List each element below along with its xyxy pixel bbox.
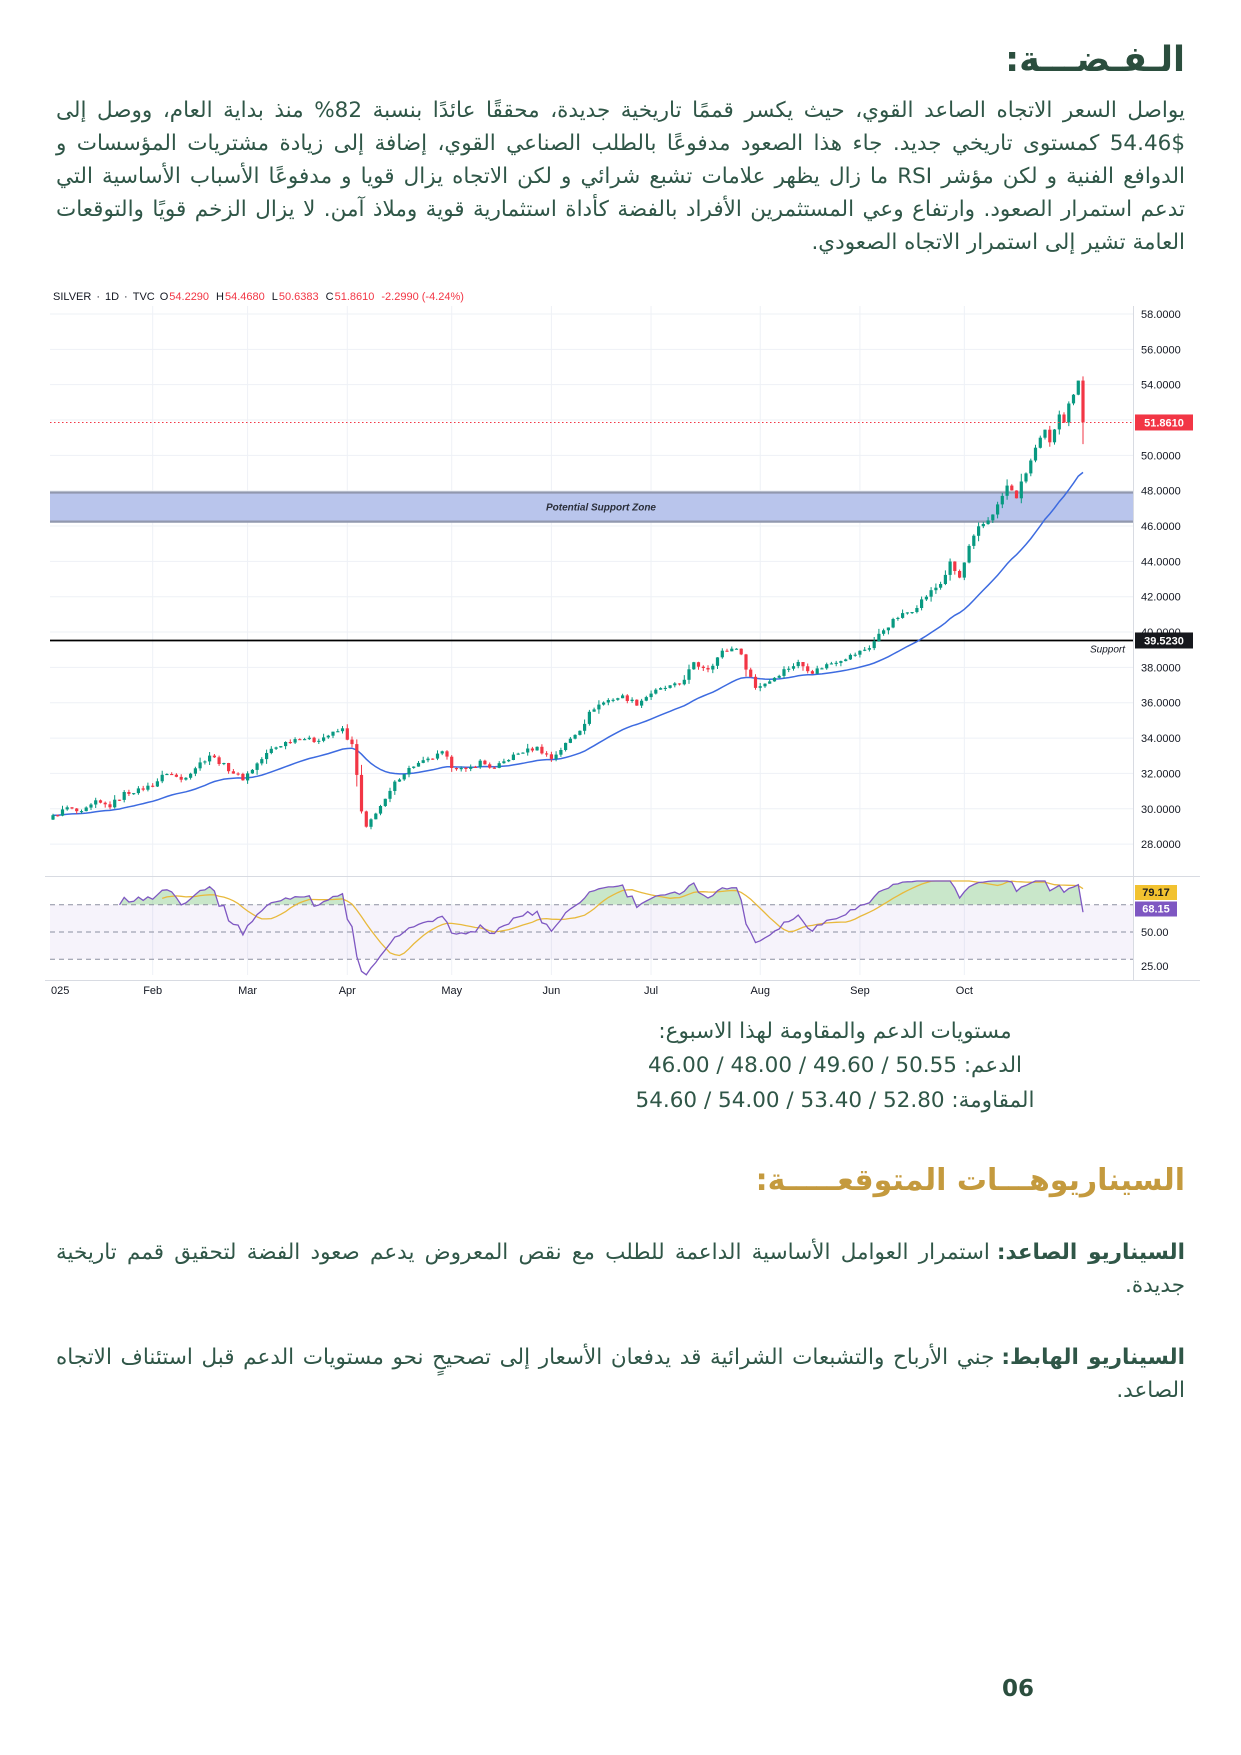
bearish-scenario: السيناريو الهابط:جني الأرباح والتشبعات ا…	[56, 1341, 1185, 1408]
open-label: O	[159, 290, 169, 303]
price-tick: 38.0000	[1141, 662, 1181, 674]
ma-line	[53, 471, 1084, 816]
price-tick: 48.0000	[1141, 485, 1181, 497]
rsi-tick: 25.00	[1141, 961, 1169, 973]
time-tick: Jul	[644, 985, 658, 997]
price-tick: 54.0000	[1141, 379, 1181, 391]
time-tick: Aug	[750, 985, 770, 997]
exchange-label: TVC	[132, 290, 155, 303]
price-chart: Potential Support Zone Support 58.0000 56.0…	[45, 288, 1203, 1003]
rsi-ma-line	[162, 879, 1084, 956]
low-label: L	[271, 290, 278, 303]
price-tick: 36.0000	[1141, 697, 1181, 709]
close-label: C	[325, 290, 334, 303]
time-tick: Feb	[143, 985, 162, 997]
zone-label: Potential Support Zone	[546, 502, 656, 513]
support-badge	[1135, 632, 1193, 649]
time-tick: May	[441, 985, 462, 997]
price-tick: 44.0000	[1141, 556, 1181, 568]
rsi-tick: 50.00	[1141, 927, 1169, 939]
price-tick: 50.0000	[1141, 450, 1181, 462]
svg-text:39.5230: 39.5230	[1144, 635, 1184, 647]
high-label: H	[216, 290, 224, 303]
price-tick: 34.0000	[1141, 733, 1181, 745]
time-tick: Oct	[956, 985, 973, 997]
separator-dot: ·	[96, 290, 100, 303]
price-tick: 58.0000	[1141, 309, 1181, 321]
support-zone	[50, 492, 1133, 522]
price-tick: 28.0000	[1141, 839, 1181, 851]
time-tick: Jun	[543, 985, 561, 997]
price-tick: 32.0000	[1141, 768, 1181, 780]
rsi-ma-badge	[1135, 884, 1177, 900]
open-value: 54.2290	[169, 290, 210, 303]
support-levels: الدعم: 50.55 / 49.60 / 48.00 / 46.00	[647, 1053, 1023, 1079]
change-value: -2.2990 (-4.24%)	[381, 290, 464, 303]
svg-text:68.15: 68.15	[1142, 903, 1170, 915]
high-value: 54.4680	[225, 290, 265, 303]
time-tick: Apr	[339, 985, 356, 997]
chart-legend: SILVER · 1D · TVC O54.2290 H54.4680 L50.6383 C51…	[53, 291, 471, 303]
price-tick: 56.0000	[1141, 344, 1181, 356]
time-tick: Mar	[238, 985, 257, 997]
rsi-value-badge	[1135, 901, 1177, 917]
rsi-line	[118, 879, 1084, 976]
price-tick: 46.0000	[1141, 521, 1181, 533]
candlestick-chart-canvas: Potential Support Zone Support 58.0000 56.0…	[45, 305, 1200, 997]
candles-layer	[51, 380, 1085, 827]
time-tick: Sep	[850, 985, 870, 997]
support-label: Support	[1090, 644, 1126, 655]
price-tick: 30.0000	[1141, 803, 1181, 815]
timeframe-label: 1D	[104, 290, 120, 303]
low-value: 50.6383	[278, 290, 319, 303]
levels-heading: مستويات الدعم والمقاومة لهذا الاسبوع:	[658, 1018, 1012, 1044]
bullish-scenario-text: استمرار العوامل الأساسية الداعمة للطلب م…	[56, 1240, 1185, 1299]
bearish-scenario-label: السيناريو الهابط:	[1001, 1344, 1185, 1370]
bullish-scenario-label: السيناريو الصاعد:	[996, 1240, 1186, 1266]
levels-block: مستويات الدعم والمقاومة لهذا الاسبوع: ال…	[555, 1015, 1115, 1119]
bullish-scenario: السيناريو الصاعد:استمرار العوامل الأساسي…	[56, 1236, 1185, 1303]
page-number: 06	[1001, 1676, 1034, 1702]
current-price-badge	[1135, 414, 1193, 431]
resistance-levels: المقاومة: 52.80 / 53.40 / 54.00 / 54.60	[635, 1088, 1035, 1114]
svg-text:51.8610: 51.8610	[1144, 417, 1184, 429]
separator-dot: ·	[124, 290, 128, 303]
scenarios-heading: السيناريوهـــات المتوقعـــــة:	[755, 1163, 1185, 1199]
page-title: الـفـضـــة:	[1005, 40, 1185, 80]
symbol-name: SILVER	[53, 290, 92, 303]
rsi-overbought-fill	[119, 880, 1082, 905]
bearish-scenario-text: جني الأرباح والتشبعات الشرائية قد يدفعان…	[56, 1344, 1185, 1403]
intro-paragraph: يواصل السعر الاتجاه الصاعد القوي، حيث يك…	[56, 98, 1185, 256]
time-tick: 025	[51, 985, 69, 997]
close-value: 51.8610	[334, 290, 375, 303]
price-tick: 42.0000	[1141, 591, 1181, 603]
svg-text:79.17: 79.17	[1142, 887, 1170, 899]
